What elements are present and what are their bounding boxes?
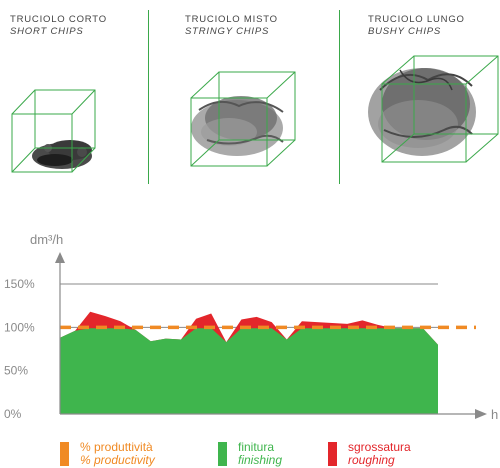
legend-swatch-finishing (218, 442, 227, 466)
productivity-chart: dm³/h h 0% 50% 100% 150% (4, 232, 498, 422)
panel-label: TRUCIOLO CORTO SHORT CHIPS (10, 14, 107, 38)
stringy-chips-cube-image (190, 71, 296, 167)
y-ticks: 0% 50% 100% 150% (4, 277, 35, 421)
legend-text-it: % produttività (80, 440, 153, 454)
short-chips-cube-image (11, 89, 96, 173)
axes: dm³/h h (30, 232, 498, 422)
bushy-chips-cube-image (368, 55, 499, 163)
legend-label: % produttività % productivity (80, 441, 155, 467)
y-tick-label: 150% (4, 277, 35, 291)
y-tick-label: 100% (4, 320, 35, 334)
y-axis-arrow (55, 252, 65, 263)
legend-text-en: % productivity (80, 453, 155, 467)
legend-label: finitura finishing (238, 441, 282, 467)
label-en: BUSHY CHIPS (368, 26, 442, 37)
x-axis-arrow (475, 409, 487, 419)
legend-text-en: roughing (348, 453, 395, 467)
legend-text-it: sgrossatura (348, 440, 411, 454)
legend-label: sgrossatura roughing (348, 441, 411, 467)
x-axis-label: h (491, 407, 498, 422)
legend-swatch-roughing (328, 442, 337, 466)
y-tick-label: 0% (4, 407, 22, 421)
panel-bushy-chips: TRUCIOLO LUNGO BUSHY CHIPS (340, 0, 500, 190)
panel-short-chips: TRUCIOLO CORTO SHORT CHIPS (0, 0, 148, 190)
panel-stringy-chips: TRUCIOLO MISTO STRINGY CHIPS (149, 0, 339, 190)
legend-text-en: finishing (238, 453, 283, 467)
label-it: TRUCIOLO MISTO (185, 14, 278, 25)
y-axis-label: dm³/h (30, 232, 63, 247)
series-areas (60, 311, 438, 414)
legend-text-it: finitura (238, 440, 275, 454)
panel-label: TRUCIOLO MISTO STRINGY CHIPS (185, 14, 278, 38)
finishing-area (60, 328, 438, 414)
label-it: TRUCIOLO CORTO (10, 14, 107, 25)
label-it: TRUCIOLO LUNGO (368, 14, 465, 25)
label-en: SHORT CHIPS (10, 26, 84, 37)
panel-label: TRUCIOLO LUNGO BUSHY CHIPS (368, 14, 465, 38)
legend-swatch-productivity (60, 442, 69, 466)
y-tick-label: 50% (4, 364, 28, 378)
label-en: STRINGY CHIPS (185, 26, 270, 37)
panel-divider (339, 10, 340, 184)
panel-divider (148, 10, 149, 184)
